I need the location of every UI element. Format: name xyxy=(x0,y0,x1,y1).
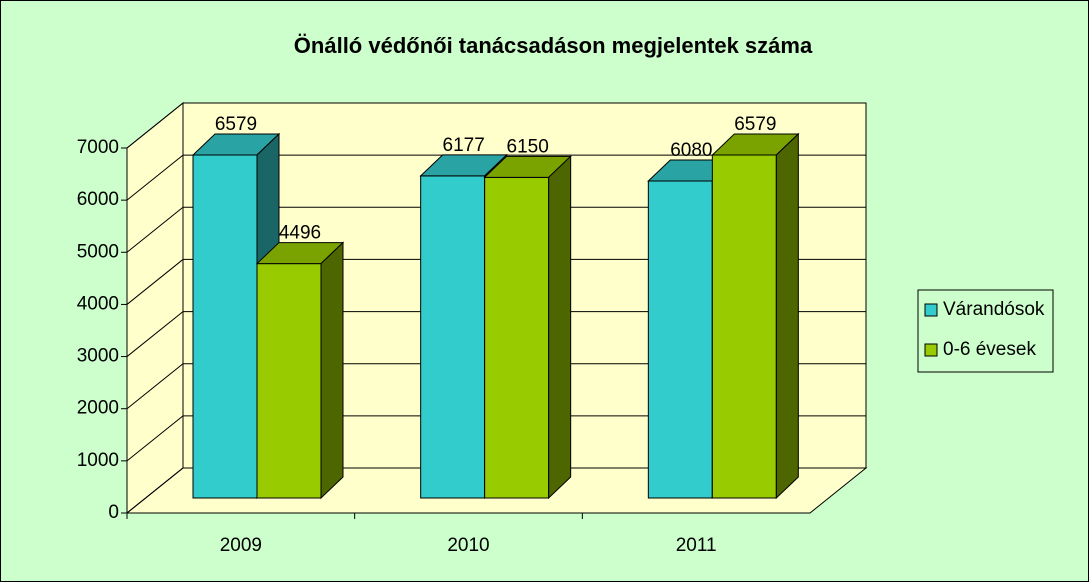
bar-side xyxy=(548,155,572,500)
grid-line xyxy=(126,102,866,149)
grid-line xyxy=(126,311,866,357)
data-label: 6150 xyxy=(507,136,549,157)
grid-line xyxy=(126,154,866,201)
grid-line xyxy=(126,415,866,462)
y-tick-label: 5000 xyxy=(77,241,119,262)
y-tick-label: 2000 xyxy=(77,398,119,419)
data-label: 4496 xyxy=(279,223,321,244)
bar-front xyxy=(711,154,777,499)
grid-line xyxy=(126,206,866,253)
side-wall xyxy=(126,101,184,515)
data-label: 6579 xyxy=(215,114,257,135)
legend-label: 0-6 évesek xyxy=(943,339,1036,360)
legend-label: Várandósok xyxy=(943,299,1045,320)
y-tick-label: 3000 xyxy=(77,346,119,367)
legend-swatch xyxy=(924,303,938,317)
data-label: 6080 xyxy=(670,140,712,161)
y-tick-label: 0 xyxy=(108,502,119,523)
x-tick-label: 2010 xyxy=(447,535,489,556)
data-label: 6177 xyxy=(443,135,485,156)
bar-front xyxy=(647,180,713,499)
y-tick-label: 6000 xyxy=(77,189,119,210)
data-label: 6579 xyxy=(734,114,776,135)
y-tick-label: 4000 xyxy=(77,293,119,314)
legend-swatch xyxy=(924,343,938,357)
chart-title: Önálló védőnői tanácsadáson megjelentek … xyxy=(294,33,813,58)
legend-box xyxy=(917,289,1054,373)
bar-side xyxy=(775,132,799,500)
bar-front xyxy=(484,176,550,499)
y-tick-label: 7000 xyxy=(77,137,119,158)
bar-front xyxy=(192,154,258,499)
y-tick-label: 1000 xyxy=(77,450,119,471)
x-tick-label: 2011 xyxy=(676,535,717,556)
bar-front xyxy=(420,175,486,499)
grid-line xyxy=(126,467,866,514)
bar-side xyxy=(320,241,344,500)
bar-front xyxy=(256,263,322,499)
x-tick-label: 2009 xyxy=(220,535,262,556)
grid-line xyxy=(126,363,866,410)
grid-line xyxy=(126,258,866,305)
